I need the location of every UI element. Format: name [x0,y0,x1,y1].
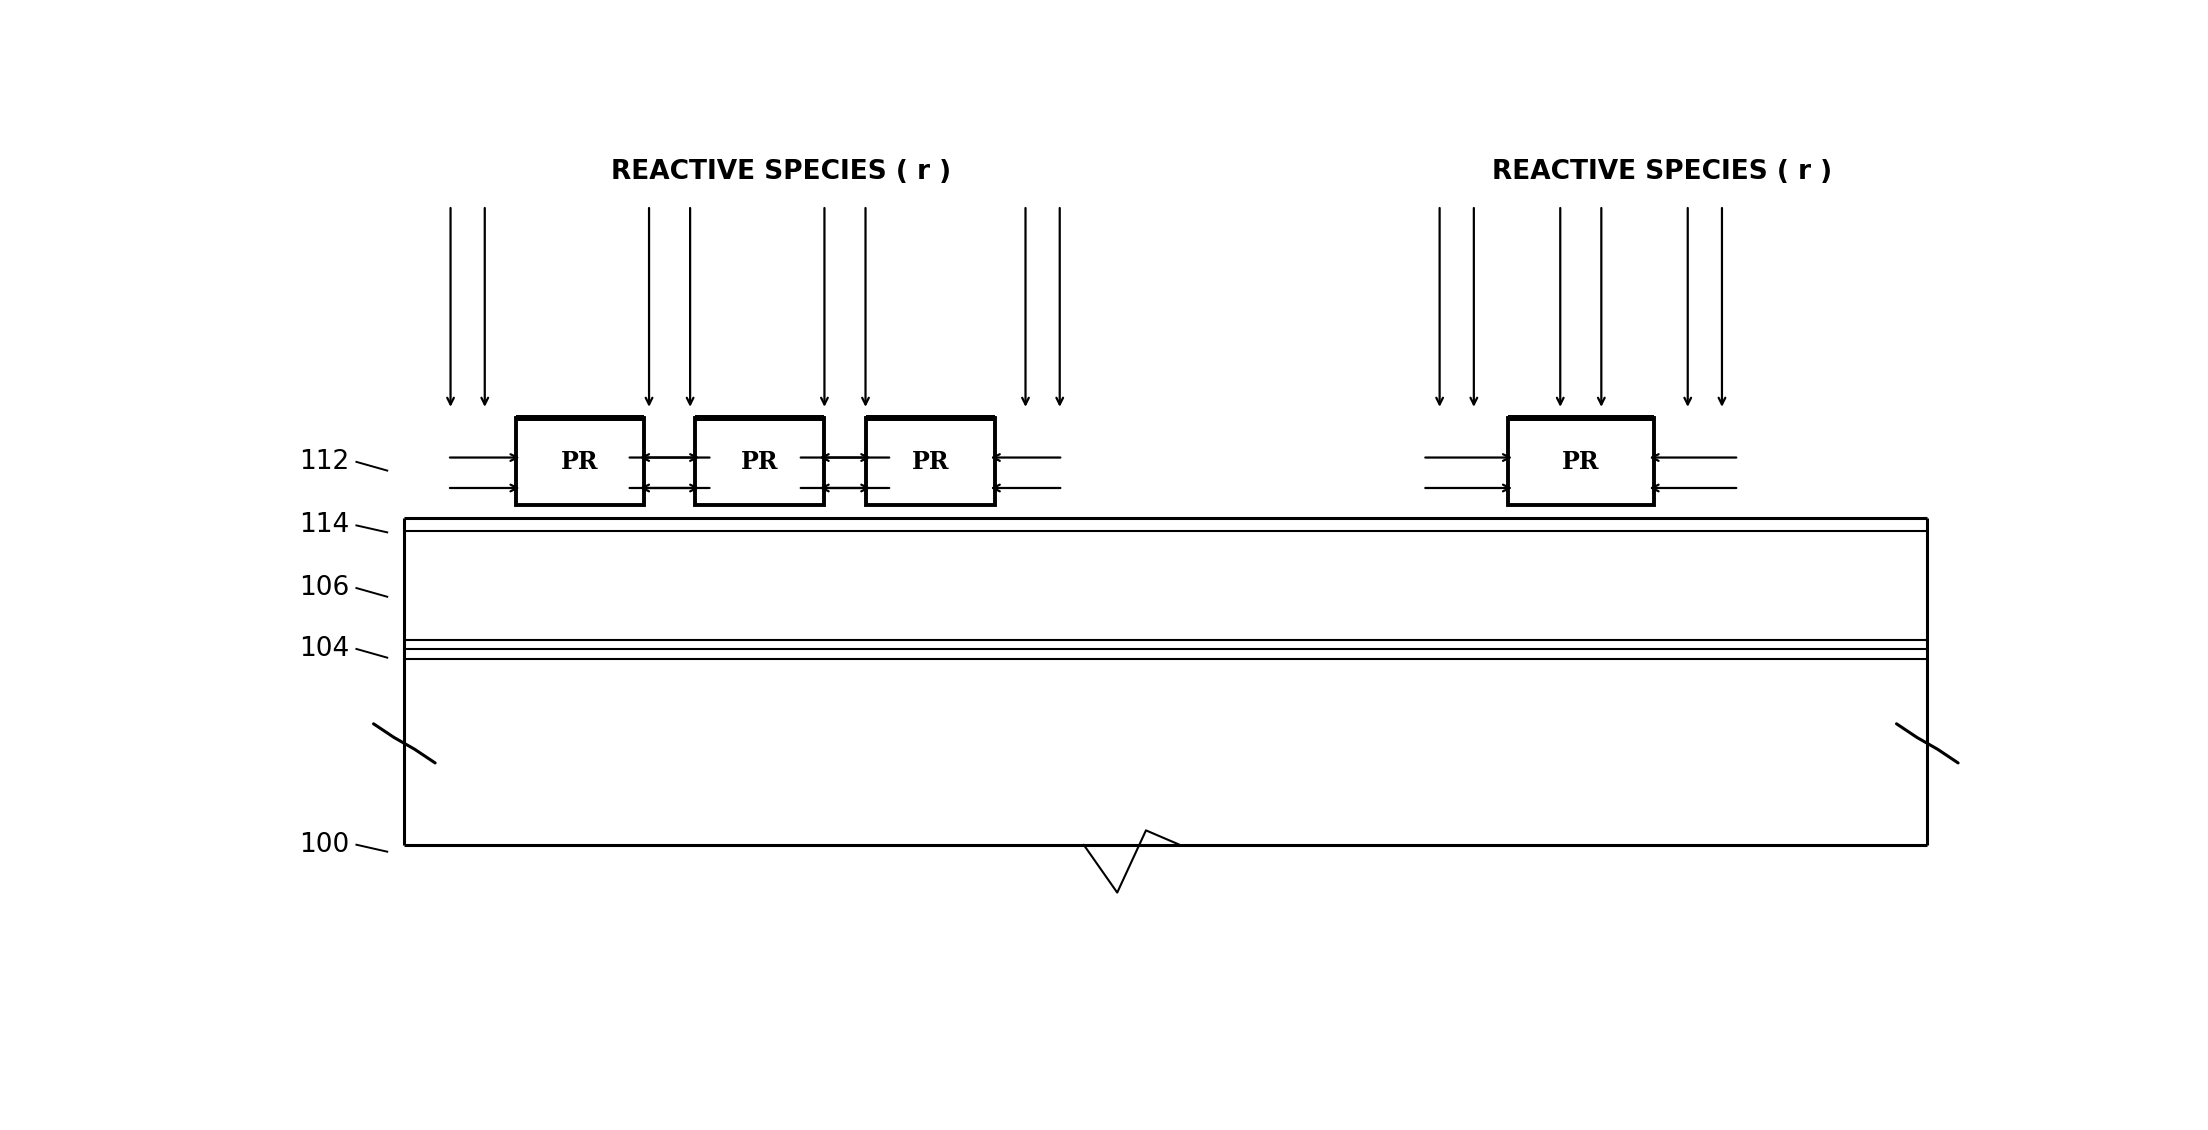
Text: PR: PR [1561,450,1599,473]
Text: 112: 112 [300,449,349,475]
Bar [696,418,824,505]
Bar [866,418,994,505]
Text: PR: PR [912,450,949,473]
Text: REACTIVE SPECIES ( r ): REACTIVE SPECIES ( r ) [1493,159,1833,185]
Text: 100: 100 [300,832,349,858]
Bar [514,418,645,505]
Text: REACTIVE SPECIES ( r ): REACTIVE SPECIES ( r ) [612,159,952,185]
Text: 106: 106 [300,575,349,601]
Text: 114: 114 [300,512,349,538]
Text: PR: PR [561,450,598,473]
Text: PR: PR [740,450,777,473]
Bar [1508,418,1654,505]
Text: 104: 104 [300,636,349,662]
